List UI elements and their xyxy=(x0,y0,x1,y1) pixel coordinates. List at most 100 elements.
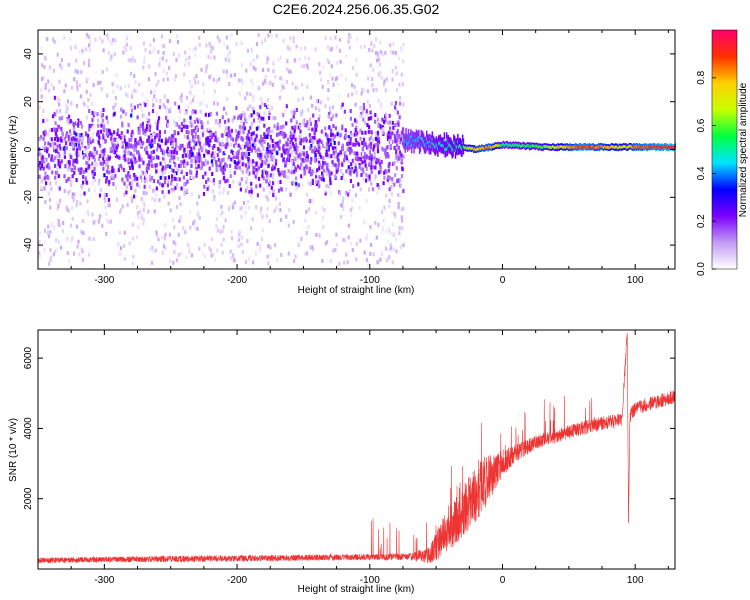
spectrogram-cell xyxy=(391,260,394,265)
spectrogram-cell xyxy=(108,203,111,208)
spectrogram-cell xyxy=(310,157,313,161)
signal-cell xyxy=(613,145,615,149)
spectrogram-cell xyxy=(223,176,226,181)
spectrogram-cell xyxy=(300,174,303,179)
spectrogram-cell xyxy=(217,146,220,151)
spectrogram-cell xyxy=(268,132,272,137)
spectrogram-cell xyxy=(323,207,326,212)
spectrogram-cell xyxy=(349,179,352,183)
signal-cell xyxy=(515,143,517,147)
spectrogram-cell xyxy=(280,170,284,175)
spectrogram-cell xyxy=(365,154,368,159)
spectrogram-cell xyxy=(188,47,192,52)
spectrogram-cell xyxy=(188,80,191,84)
spectrogram-cell xyxy=(115,185,118,190)
signal-cell xyxy=(566,144,568,148)
spectrogram-cell xyxy=(268,111,271,116)
spectrogram-cell xyxy=(63,149,67,154)
spectrogram-cell xyxy=(284,149,287,154)
spectrogram-cell xyxy=(149,247,152,252)
spectrogram-cell xyxy=(121,121,124,126)
spectrogram-cell xyxy=(195,173,198,178)
spectrogram-cell xyxy=(377,222,380,227)
spectrogram-cell xyxy=(379,50,382,55)
spectrogram-cell xyxy=(230,128,233,133)
spectrogram-cell xyxy=(356,37,359,42)
spectrogram-cell xyxy=(151,143,154,148)
spectrogram-cell xyxy=(61,138,64,143)
signal-cell xyxy=(598,144,600,148)
spectrogram-cell xyxy=(329,110,332,115)
spectrogram-cell xyxy=(344,238,347,243)
spectrogram-cell xyxy=(231,150,235,155)
signal-cell xyxy=(590,145,592,149)
spectrogram-cell xyxy=(321,174,325,179)
spectrogram-cell xyxy=(196,226,199,231)
spectrogram-cell xyxy=(308,139,312,143)
spectrogram-cell xyxy=(349,116,352,121)
spectrogram-cell xyxy=(359,45,362,49)
spectrogram-cell xyxy=(267,68,270,72)
spectrogram-cell xyxy=(207,177,210,182)
spectrogram-cell xyxy=(222,106,226,111)
spectrogram-cell xyxy=(109,57,112,62)
spectrogram-cell xyxy=(53,148,56,153)
signal-cell xyxy=(453,142,456,146)
spectrogram-cell xyxy=(67,137,70,142)
spectrogram-cell xyxy=(309,95,313,100)
spectrogram-cell xyxy=(279,125,283,130)
spectrogram-cell xyxy=(290,165,293,170)
spectrogram-cell xyxy=(248,104,251,109)
spectrogram-cell xyxy=(372,68,375,72)
spectrogram-cell xyxy=(311,127,314,132)
spectrogram-cell xyxy=(324,241,327,246)
signal-cell xyxy=(456,145,458,149)
spectrogram-cell xyxy=(285,104,288,109)
spectrogram-cell xyxy=(125,190,128,195)
signal-cell xyxy=(522,143,524,147)
spectrogram-cell xyxy=(133,157,137,161)
spectrogram-cell xyxy=(345,169,348,174)
spectrogram-cell xyxy=(266,171,269,176)
spectrogram-cell xyxy=(223,167,227,172)
spectrogram-cell xyxy=(376,157,379,162)
spectrogram-cell xyxy=(198,216,201,220)
signal-cell xyxy=(433,143,435,147)
spectrogram-cell xyxy=(372,137,375,142)
spectrogram-cell xyxy=(195,117,198,122)
spectrogram-cell xyxy=(252,94,255,99)
spectrogram-cell xyxy=(137,151,140,156)
spectrogram-cell xyxy=(183,72,186,77)
spectrogram-cell xyxy=(38,137,41,142)
spectrogram-cell xyxy=(222,224,225,229)
spectrogram-cell xyxy=(89,140,92,145)
spectrogram-cell xyxy=(66,167,69,172)
spectrogram-xtick-label: -200 xyxy=(227,275,247,286)
spectrogram-cell xyxy=(76,244,79,249)
spectrogram-cell xyxy=(124,149,127,154)
spectrogram-cell xyxy=(82,180,85,185)
spectrogram-cell xyxy=(130,132,133,137)
spectrogram-cell xyxy=(332,162,335,167)
spectrogram-cell xyxy=(273,124,276,129)
spectrogram-cell xyxy=(129,166,132,170)
spectrogram-cell xyxy=(88,109,91,113)
spectrogram-cell xyxy=(292,144,295,149)
spectrogram-cell xyxy=(85,160,88,165)
spectrogram-cell xyxy=(143,55,146,60)
signal-cell xyxy=(553,145,555,149)
spectrogram-cell xyxy=(178,164,181,168)
spectrogram-cell xyxy=(63,189,66,193)
spectrogram-cell xyxy=(165,164,168,169)
signal-cell xyxy=(600,144,602,148)
spectrogram-cell xyxy=(105,132,108,137)
spectrogram-cell xyxy=(53,128,56,132)
spectrogram-cell xyxy=(55,238,58,243)
spectrogram-cell xyxy=(56,201,59,206)
spectrogram-cell xyxy=(252,131,255,136)
spectrogram-cell xyxy=(55,109,58,114)
spectrogram-cell xyxy=(260,96,263,101)
spectrogram-cell xyxy=(186,188,189,193)
spectrogram-cell xyxy=(393,145,396,150)
